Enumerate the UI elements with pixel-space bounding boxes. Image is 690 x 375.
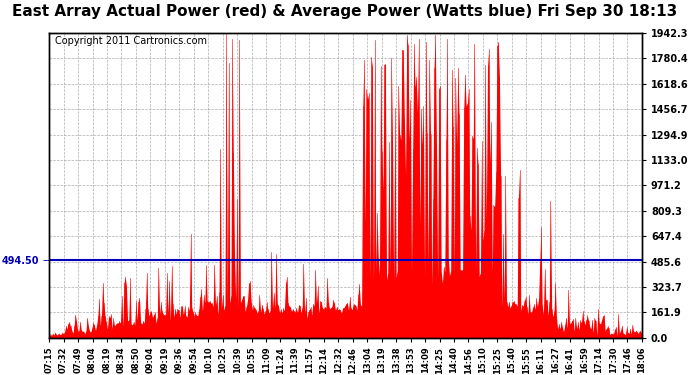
Text: Copyright 2011 Cartronics.com: Copyright 2011 Cartronics.com xyxy=(55,36,207,46)
Text: East Array Actual Power (red) & Average Power (Watts blue) Fri Sep 30 18:13: East Array Actual Power (red) & Average … xyxy=(12,4,678,19)
